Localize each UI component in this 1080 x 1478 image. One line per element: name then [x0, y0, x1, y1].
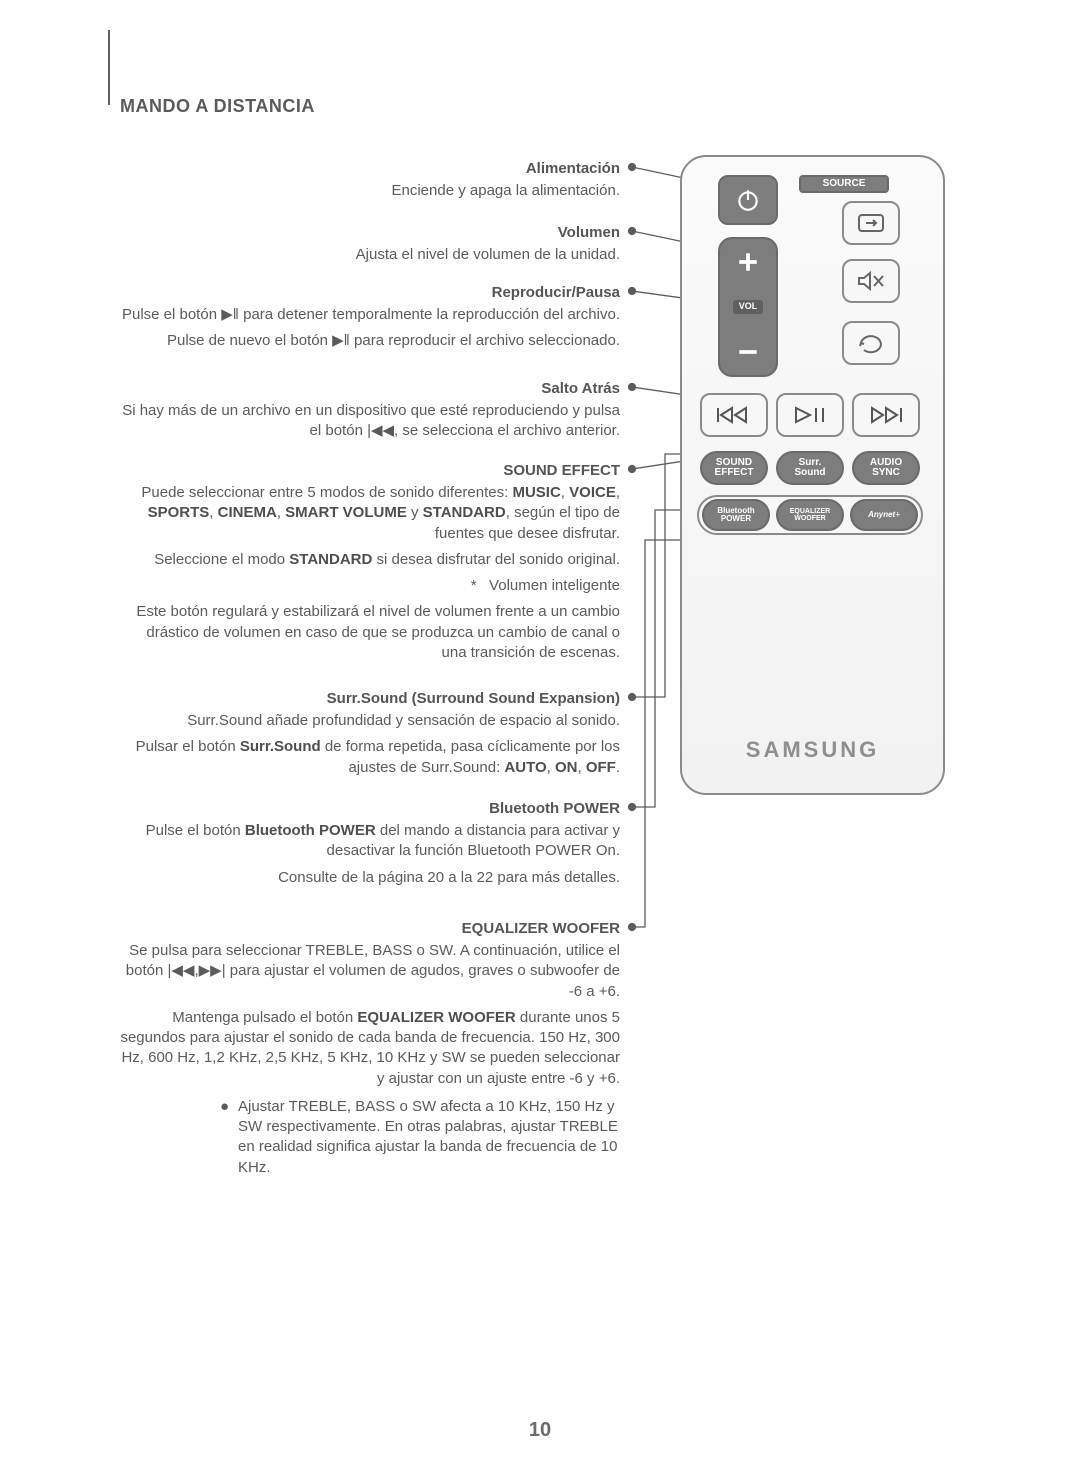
section-2: Reproducir/Pausa Pulse el botón ▶ǁ para d…	[120, 284, 620, 358]
power-icon	[735, 187, 761, 213]
section-title: Reproducir/Pausa	[120, 284, 620, 301]
brand-logo: SAMSUNG	[682, 737, 943, 763]
section-body: Ajusta el nivel de volumen de la unidad.	[120, 245, 620, 265]
section-paragraph: Ajusta el nivel de volumen de la unidad.	[120, 245, 620, 265]
section-title: Surr.Sound (Surround Sound Expansion)	[120, 690, 620, 707]
section-title: EQUALIZER WOOFER	[120, 920, 620, 937]
section-title: Bluetooth POWER	[120, 800, 620, 817]
section-paragraph: Pulse el botón ▶ǁ para detener temporalm…	[120, 305, 620, 325]
volume-rocker: VOL	[718, 237, 778, 377]
section-paragraph: Se pulsa para seleccionar TREBLE, BASS o…	[120, 941, 620, 1002]
source-label-button: SOURCE	[799, 175, 889, 193]
audio-sync-label-2: SYNC	[870, 468, 902, 479]
remote-illustration: SOURCE VOL	[680, 155, 945, 795]
section-5: Surr.Sound (Surround Sound Expansion) Sur…	[120, 690, 620, 784]
section-paragraph: Mantenga pulsado el botón EQUALIZER WOOF…	[120, 1008, 620, 1089]
surr-sound-button: Surr. Sound	[776, 451, 844, 485]
section-body: Puede seleccionar entre 5 modos de sonid…	[120, 483, 620, 663]
bt-label-2: POWER	[717, 515, 754, 523]
vol-label: VOL	[733, 300, 764, 313]
source-label: SOURCE	[823, 179, 866, 190]
section-paragraph: Pulsar el botón Surr.Sound de forma repe…	[120, 737, 620, 778]
skip-back-icon	[714, 405, 754, 425]
section-paragraph: Puede seleccionar entre 5 modos de sonid…	[120, 483, 620, 544]
sound-effect-label-2: EFFECT	[715, 468, 754, 479]
volume-down-icon	[733, 337, 763, 367]
source-icon	[856, 212, 886, 234]
section-paragraph: Pulse el botón Bluetooth POWER del mando…	[120, 821, 620, 862]
surr-label-2: Sound	[794, 468, 825, 479]
skip-back-button	[700, 393, 768, 437]
play-pause-button	[776, 393, 844, 437]
mute-icon	[856, 269, 886, 293]
section-3: Salto Atrás Si hay más de un archivo en u…	[120, 380, 620, 448]
section-4: SOUND EFFECT Puede seleccionar entre 5 mo…	[120, 462, 620, 669]
bluetooth-power-button: Bluetooth POWER	[702, 499, 770, 531]
audio-sync-button: AUDIO SYNC	[852, 451, 920, 485]
section-paragraph: Este botón regulará y estabilizará el ni…	[120, 602, 620, 663]
anynet-button: Anynet+	[850, 499, 918, 531]
section-paragraph: * Volumen inteligente	[120, 576, 620, 596]
eq-label-1: EQUALIZER	[790, 508, 830, 515]
section-6: Bluetooth POWER Pulse el botón Bluetooth …	[120, 800, 620, 894]
repeat-button	[842, 321, 900, 365]
sound-effect-button: SOUND EFFECT	[700, 451, 768, 485]
section-paragraph: Enciende y apaga la alimentación.	[120, 181, 620, 201]
section-paragraph: Surr.Sound añade profundidad y sensación…	[120, 711, 620, 731]
equalizer-woofer-button: EQUALIZER WOOFER	[776, 499, 844, 531]
repeat-icon	[856, 331, 886, 355]
section-0: Alimentación Enciende y apaga la alimenta…	[120, 160, 620, 207]
volume-up-icon	[733, 247, 763, 277]
section-title: Volumen	[120, 224, 620, 241]
section-paragraph: Pulse de nuevo el botón ▶ǁ para reproduc…	[120, 331, 620, 351]
page-title: MANDO A DISTANCIA	[120, 96, 315, 117]
section-body: Pulse el botón ▶ǁ para detener temporalm…	[120, 305, 620, 352]
section-7: EQUALIZER WOOFER Se pulsa para selecciona…	[120, 920, 620, 1178]
section-1: Volumen Ajusta el nivel de volumen de la …	[120, 224, 620, 271]
section-body: Si hay más de un archivo en un dispositi…	[120, 401, 620, 442]
section-title: Alimentación	[120, 160, 620, 177]
mute-button	[842, 259, 900, 303]
source-select-button	[842, 201, 900, 245]
section-paragraph: Seleccione el modo STANDARD si desea dis…	[120, 550, 620, 570]
section-body: Pulse el botón Bluetooth POWER del mando…	[120, 821, 620, 888]
section-bullet: ●Ajustar TREBLE, BASS o SW afecta a 10 K…	[220, 1097, 620, 1178]
section-body: Se pulsa para seleccionar TREBLE, BASS o…	[120, 941, 620, 1178]
section-title: Salto Atrás	[120, 380, 620, 397]
play-pause-icon	[790, 405, 830, 425]
power-button	[718, 175, 778, 225]
skip-fwd-button	[852, 393, 920, 437]
page-number: 10	[0, 1419, 1080, 1442]
section-title: SOUND EFFECT	[120, 462, 620, 479]
section-body: Surr.Sound añade profundidad y sensación…	[120, 711, 620, 778]
section-body: Enciende y apaga la alimentación.	[120, 181, 620, 201]
section-paragraph: Consulte de la página 20 a la 22 para má…	[120, 868, 620, 888]
section-rule	[108, 30, 110, 105]
section-paragraph: Si hay más de un archivo en un dispositi…	[120, 401, 620, 442]
anynet-label: Anynet+	[868, 511, 900, 519]
skip-fwd-icon	[866, 405, 906, 425]
eq-label-2: WOOFER	[790, 515, 830, 522]
